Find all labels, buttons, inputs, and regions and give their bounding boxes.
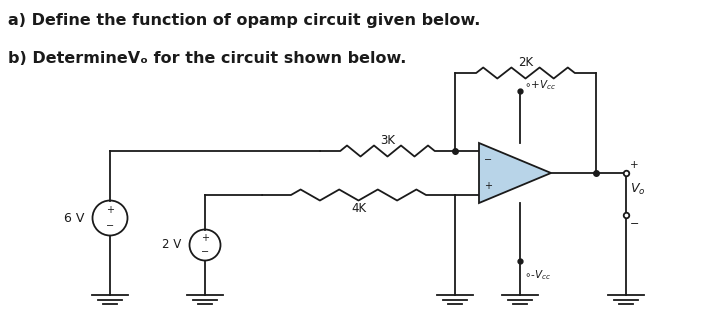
Text: $\circ$-$V_{cc}$: $\circ$-$V_{cc}$ <box>524 268 551 282</box>
Polygon shape <box>479 143 551 203</box>
Text: +: + <box>201 233 209 243</box>
Text: +: + <box>106 204 114 214</box>
Text: −: − <box>630 219 640 229</box>
Text: a) Define the function of opamp circuit given below.: a) Define the function of opamp circuit … <box>8 13 480 28</box>
Text: 2K: 2K <box>518 56 533 68</box>
Text: 3K: 3K <box>380 133 395 147</box>
Text: 4K: 4K <box>351 202 366 214</box>
Text: 2 V: 2 V <box>162 238 182 252</box>
Text: +: + <box>630 160 639 170</box>
Text: 6 V: 6 V <box>64 212 84 224</box>
Text: −: − <box>106 221 114 231</box>
Text: b) DetermineVₒ for the circuit shown below.: b) DetermineVₒ for the circuit shown bel… <box>8 51 406 66</box>
Text: −: − <box>201 247 209 257</box>
Text: $\circ$+$V_{cc}$: $\circ$+$V_{cc}$ <box>524 78 556 92</box>
Text: $V_o$: $V_o$ <box>630 182 646 197</box>
Text: −: − <box>484 155 491 165</box>
Text: +: + <box>484 181 491 191</box>
